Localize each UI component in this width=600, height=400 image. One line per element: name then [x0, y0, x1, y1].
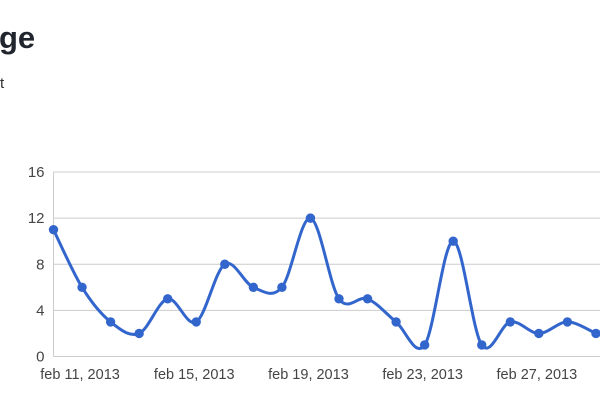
data-point[interactable] — [362, 294, 373, 304]
data-point[interactable] — [105, 317, 116, 327]
data-point[interactable] — [391, 317, 401, 327]
data-point[interactable] — [562, 317, 573, 327]
data-point[interactable] — [419, 340, 430, 350]
data-point[interactable] — [334, 294, 344, 304]
data-point[interactable] — [477, 340, 487, 350]
data-point[interactable] — [77, 282, 87, 293]
x-axis-tick-label: feb 23, 2013 — [382, 367, 463, 383]
data-point[interactable] — [248, 282, 259, 293]
data-point[interactable] — [48, 224, 59, 235]
y-axis-tick-label: 0 — [36, 349, 44, 366]
data-point[interactable] — [134, 328, 144, 339]
data-point[interactable] — [305, 213, 316, 223]
y-axis-tick-label: 8 — [36, 256, 44, 273]
data-point[interactable] — [191, 317, 201, 327]
y-axis-tick-label: 16 — [28, 164, 45, 181]
y-axis-tick-label: 4 — [36, 302, 44, 319]
x-axis-tick-label: feb 15, 2013 — [154, 367, 235, 383]
data-point[interactable] — [448, 236, 458, 246]
x-axis-tick-label: feb 27, 2013 — [497, 367, 578, 383]
data-point[interactable] — [220, 259, 230, 269]
data-point[interactable] — [591, 328, 600, 339]
series-line — [52, 216, 598, 350]
page-title: ge — [0, 20, 36, 55]
data-point[interactable] — [277, 282, 287, 293]
x-axis-tick-label: feb 11, 2013 — [40, 367, 120, 383]
x-axis-tick-label: feb 19, 2013 — [268, 367, 349, 383]
data-point[interactable] — [163, 294, 173, 304]
data-point[interactable] — [534, 328, 544, 339]
page-subtitle: t — [0, 75, 5, 92]
y-axis-tick-label: 12 — [28, 210, 45, 227]
data-point[interactable] — [505, 317, 515, 327]
